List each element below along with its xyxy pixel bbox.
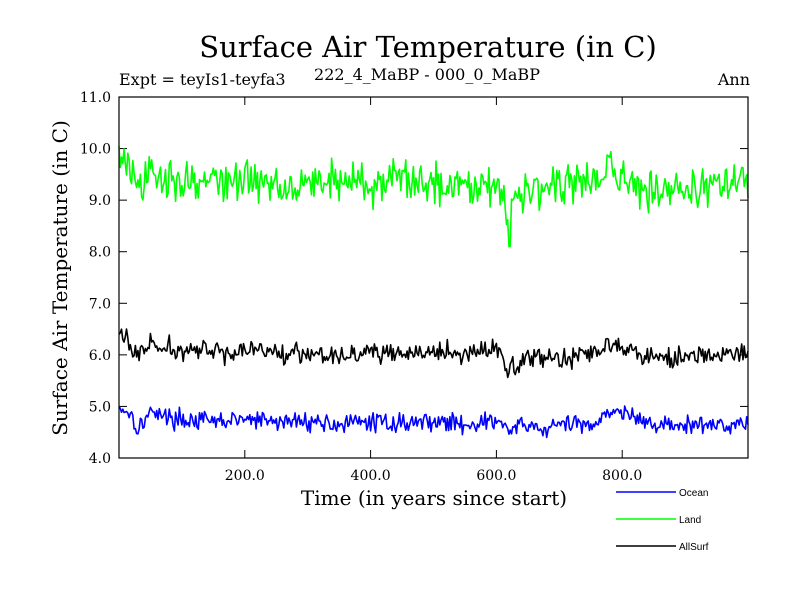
y-tick-label: 10.0 [80, 142, 111, 158]
legend-label-allsurf: AllSurf [679, 542, 709, 553]
series-line-ocean [118, 405, 749, 439]
series-layer [118, 145, 749, 439]
legend-label-ocean: Ocean [679, 488, 708, 499]
tick-labels: 200.0 400.0 600.0 800.0 4.0 5.0 6.0 7.0 8.0 9.0 10… [80, 90, 642, 484]
x-tick-label: 600.0 [476, 468, 516, 484]
series-line-land [118, 145, 749, 248]
x-axis-label: Time (in years since start) [301, 486, 567, 510]
y-tick-label: 5.0 [89, 399, 111, 415]
chart-subtitle-right: Ann [717, 70, 750, 89]
series-line-allsurf [118, 328, 749, 379]
y-tick-label: 7.0 [89, 296, 111, 312]
x-tick-label: 800.0 [602, 468, 642, 484]
legend-label-land: Land [679, 515, 701, 526]
y-tick-label: 9.0 [89, 193, 111, 209]
y-tick-label: 6.0 [89, 348, 111, 364]
legend: Ocean Land AllSurf [616, 488, 709, 553]
x-tick-label: 400.0 [351, 468, 391, 484]
y-tick-label: 4.0 [89, 451, 111, 467]
x-tick-label: 200.0 [225, 468, 265, 484]
chart-subtitle-center: 222_4_MaBP - 000_0_MaBP [314, 65, 540, 84]
plot-frame [118, 96, 749, 459]
y-axis-label: Surface Air Temperature (in C) [48, 120, 72, 436]
chart-subtitle-left: Expt = teyIs1-teyfa3 [119, 70, 286, 89]
chart-title: Surface Air Temperature (in C) [199, 30, 657, 64]
y-tick-label: 8.0 [89, 245, 111, 261]
y-tick-label: 11.0 [80, 90, 111, 106]
